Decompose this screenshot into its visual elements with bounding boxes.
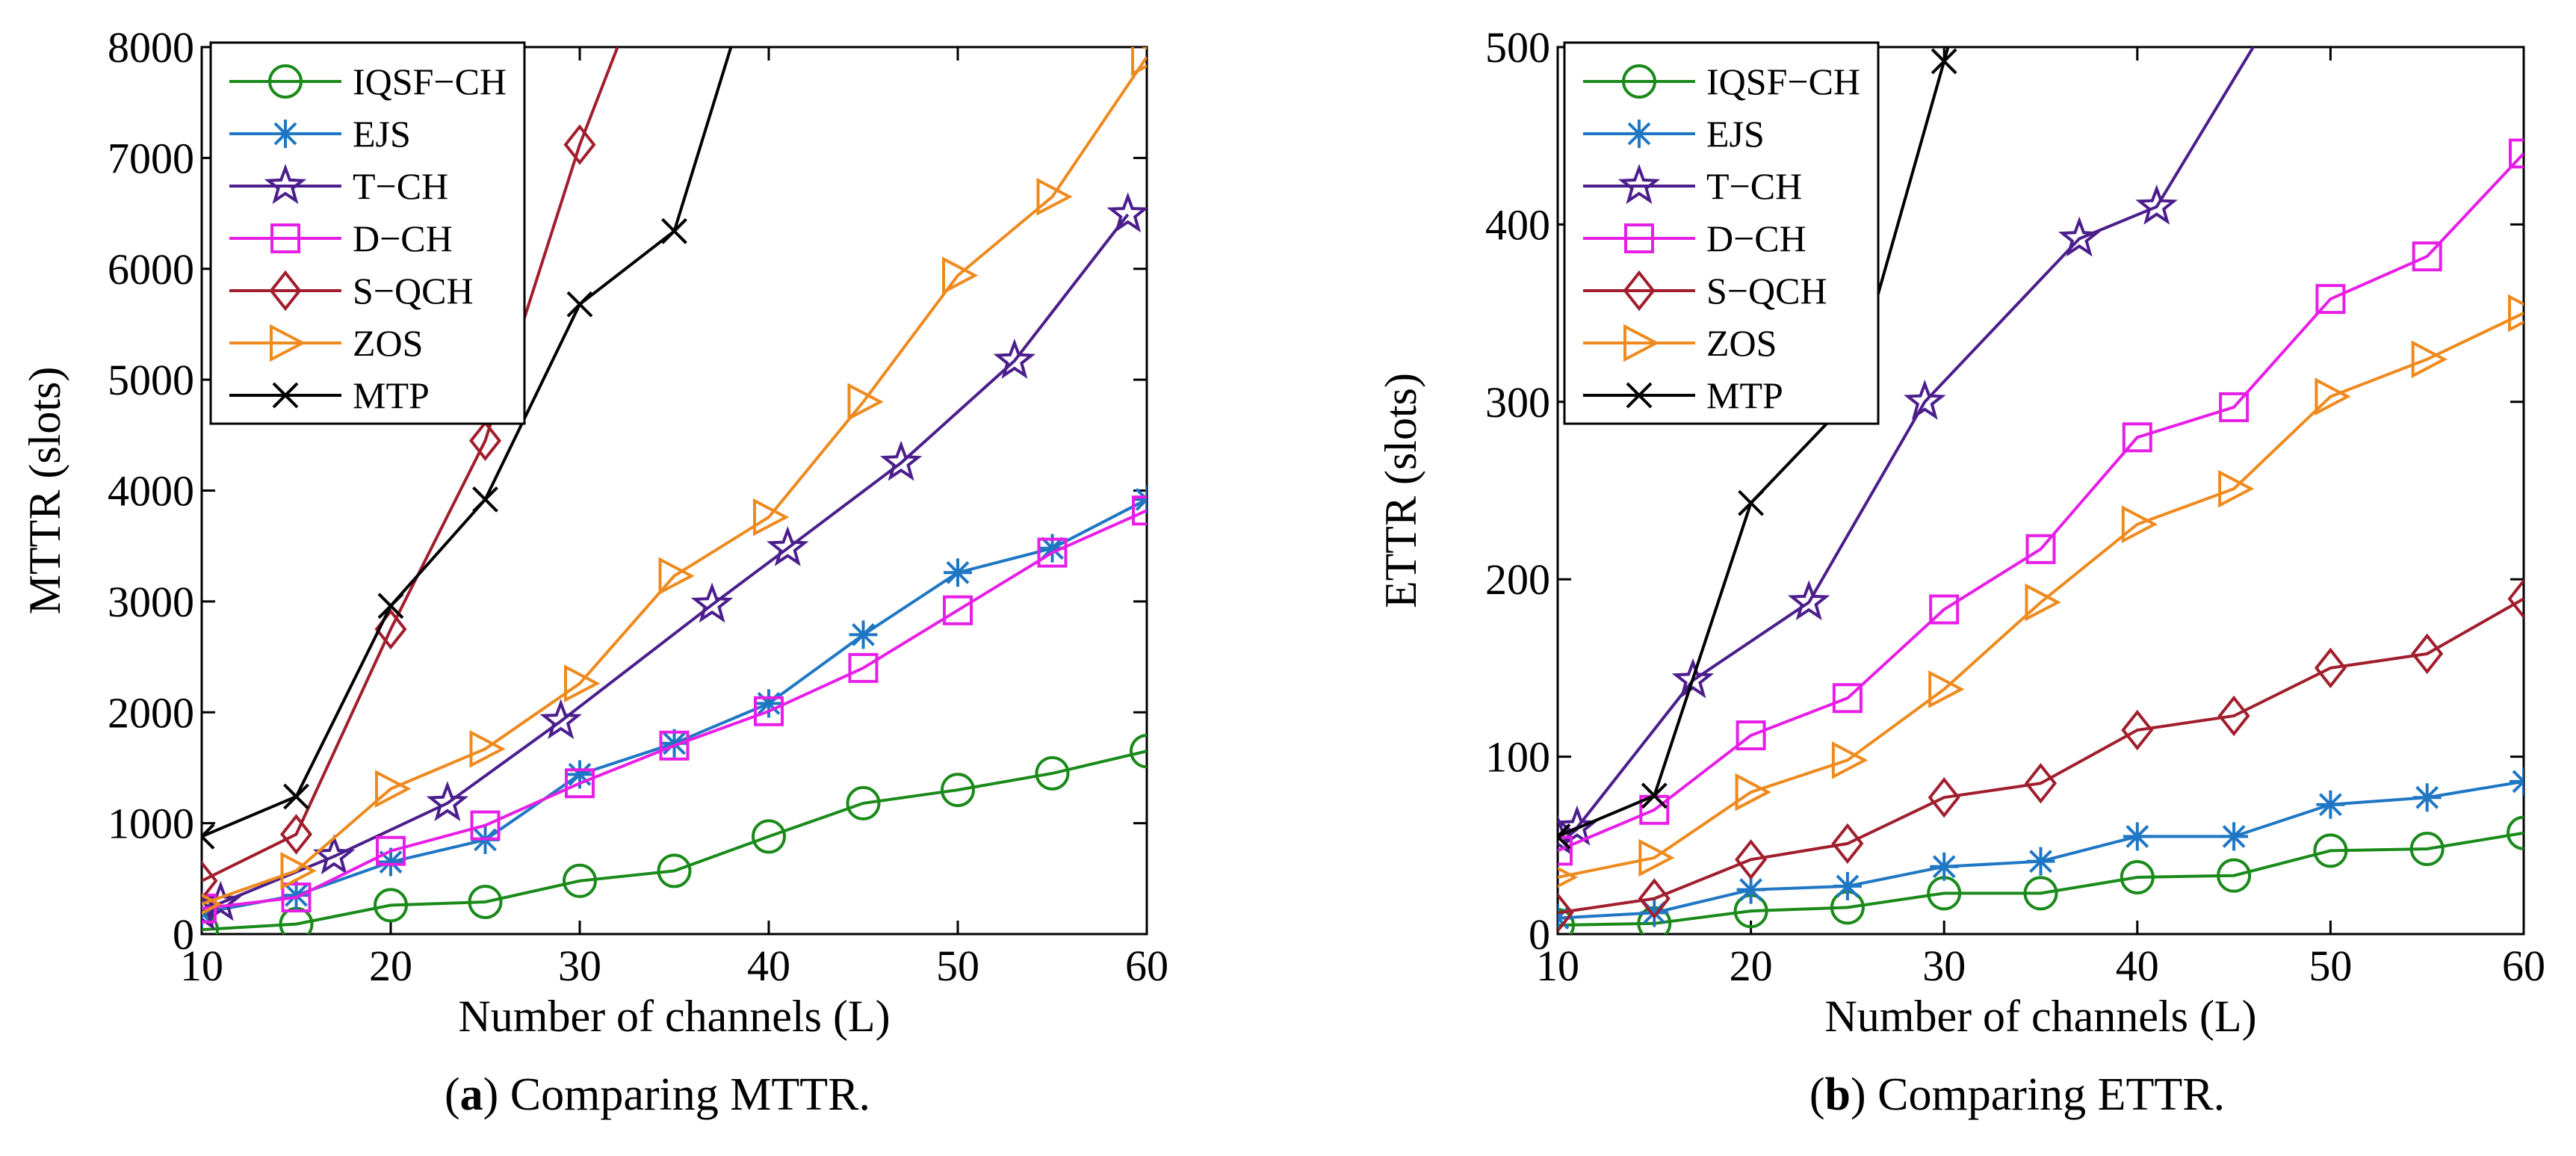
y-tick-label-a: 2000: [108, 688, 194, 737]
x-tick-label-b: 20: [1730, 942, 1773, 990]
data-point-a-1: [1133, 485, 1161, 513]
data-point-a-6: [379, 594, 403, 618]
caption-a-text: Comparing MTTR.: [498, 1069, 870, 1120]
legend-label-b-4: S−QCH: [1706, 270, 1827, 312]
series-a-3: [188, 497, 1160, 922]
legend-label-a-0: IQSF−CH: [353, 61, 507, 102]
data-point-b-1: [2123, 822, 2152, 850]
data-point-a-6: [474, 487, 498, 511]
y-tick-label-a: 5000: [108, 356, 194, 404]
x-tick-label-a: 60: [1125, 942, 1168, 990]
series-a-1: [188, 485, 1161, 927]
legend-marker-b-1: [1625, 120, 1653, 148]
data-point-b-1: [2413, 783, 2442, 812]
legend-label-a-6: MTP: [353, 374, 430, 416]
chart-b: 10 20 30 40 50 600100200300400500Number of ch…: [1376, 23, 2545, 1041]
x-axis-label-b: Number of channels (L): [1824, 992, 2256, 1041]
legend-a: IQSF−CH EJS T−CH D−CH S−QCH ZOS MTP: [211, 43, 524, 424]
y-tick-label-b: 200: [1485, 555, 1550, 604]
data-point-b-1: [1833, 872, 1862, 900]
data-point-b-1: [2027, 847, 2055, 876]
y-tick-label-b: 400: [1485, 200, 1550, 249]
y-axis-label-a: MTTR (slots): [20, 367, 69, 615]
y-tick-label-a: 6000: [108, 245, 194, 294]
x-tick-label-a: 40: [747, 942, 790, 990]
y-tick-label-a: 8000: [108, 23, 194, 72]
legend-label-b-3: D−CH: [1706, 217, 1806, 259]
caption-b-label: b: [1825, 1069, 1851, 1120]
data-point-b-1: [1930, 853, 1958, 881]
series-line-a-3: [202, 510, 1147, 909]
caption-a-label: a: [460, 1069, 483, 1120]
data-point-b-2: [2062, 220, 2096, 253]
data-point-b-6: [1739, 491, 1763, 515]
legend-label-b-1: EJS: [1706, 113, 1765, 155]
data-point-a-6: [285, 785, 309, 809]
figure: 10 20 30 40 50 600100020003000400050006000700…: [0, 0, 2576, 1156]
caption-b-open: (: [1809, 1069, 1825, 1120]
legend-b: IQSF−CH EJS T−CH D−CH S−QCH ZOS MTP: [1564, 43, 1878, 424]
legend-label-b-0: IQSF−CH: [1706, 61, 1860, 102]
legend-label-b-5: ZOS: [1706, 322, 1777, 364]
legend-marker-a-1: [271, 120, 300, 148]
caption-a-close: ): [483, 1069, 499, 1120]
data-point-a-1: [944, 558, 972, 587]
legend-label-a-2: T−CH: [353, 165, 448, 207]
x-tick-label-b: 50: [2309, 942, 2352, 990]
series-line-a-0: [202, 751, 1147, 930]
chart-a: 10 20 30 40 50 60 0 1000 2000 3000 4000 5000 6000 700…: [20, 23, 1168, 1041]
data-point-a-1: [849, 620, 878, 649]
legend-label-a-5: ZOS: [353, 322, 423, 364]
data-point-b-5: [2510, 297, 2541, 330]
x-tick-label-b: 30: [1922, 942, 1966, 990]
y-axis-label-b: ETTR (slots): [1376, 373, 1425, 608]
x-tick-label-a: 50: [936, 942, 979, 990]
data-point-a-6: [663, 219, 687, 243]
x-tick-label-b: 40: [2116, 942, 2159, 990]
data-point-a-2: [1111, 197, 1145, 229]
caption-b: (b) Comparing ETTR.: [1479, 1057, 2555, 1132]
y-tick-label-a: 7000: [108, 134, 194, 182]
y-tick-label-a: 0: [173, 910, 194, 959]
x-tick-label-a: 20: [369, 942, 412, 990]
legend-label-b-6: MTP: [1706, 374, 1783, 416]
y-tick-label-a: 1000: [108, 800, 194, 848]
data-point-a-2: [317, 838, 351, 871]
x-tick-label-b: 60: [2502, 942, 2545, 990]
caption-b-text: Comparing ETTR.: [1866, 1069, 2225, 1120]
y-tick-label-b: 0: [1529, 910, 1550, 959]
y-tick-label-a: 4000: [108, 467, 194, 516]
data-point-b-1: [2510, 767, 2538, 796]
x-tick-label-a: 30: [558, 942, 601, 990]
legend-label-a-3: D−CH: [353, 217, 453, 259]
y-tick-label-a: 3000: [108, 578, 194, 626]
y-tick-label-b: 100: [1485, 733, 1550, 782]
y-tick-label-b: 300: [1485, 378, 1550, 427]
data-point-b-1: [2316, 791, 2344, 819]
x-axis-label-a: Number of channels (L): [458, 992, 890, 1041]
caption-b-close: ): [1851, 1069, 1866, 1120]
data-point-a-6: [568, 292, 592, 316]
y-tick-label-b: 500: [1485, 23, 1550, 72]
legend-label-a-4: S−QCH: [353, 270, 474, 312]
series-b-0: [1542, 817, 2539, 941]
data-point-b-1: [2220, 822, 2248, 850]
caption-a: (a) Comparing MTTR.: [164, 1057, 1151, 1132]
legend-label-b-2: T−CH: [1706, 165, 1802, 207]
caption-a-open: (: [445, 1069, 460, 1120]
legend-label-a-1: EJS: [353, 113, 411, 155]
